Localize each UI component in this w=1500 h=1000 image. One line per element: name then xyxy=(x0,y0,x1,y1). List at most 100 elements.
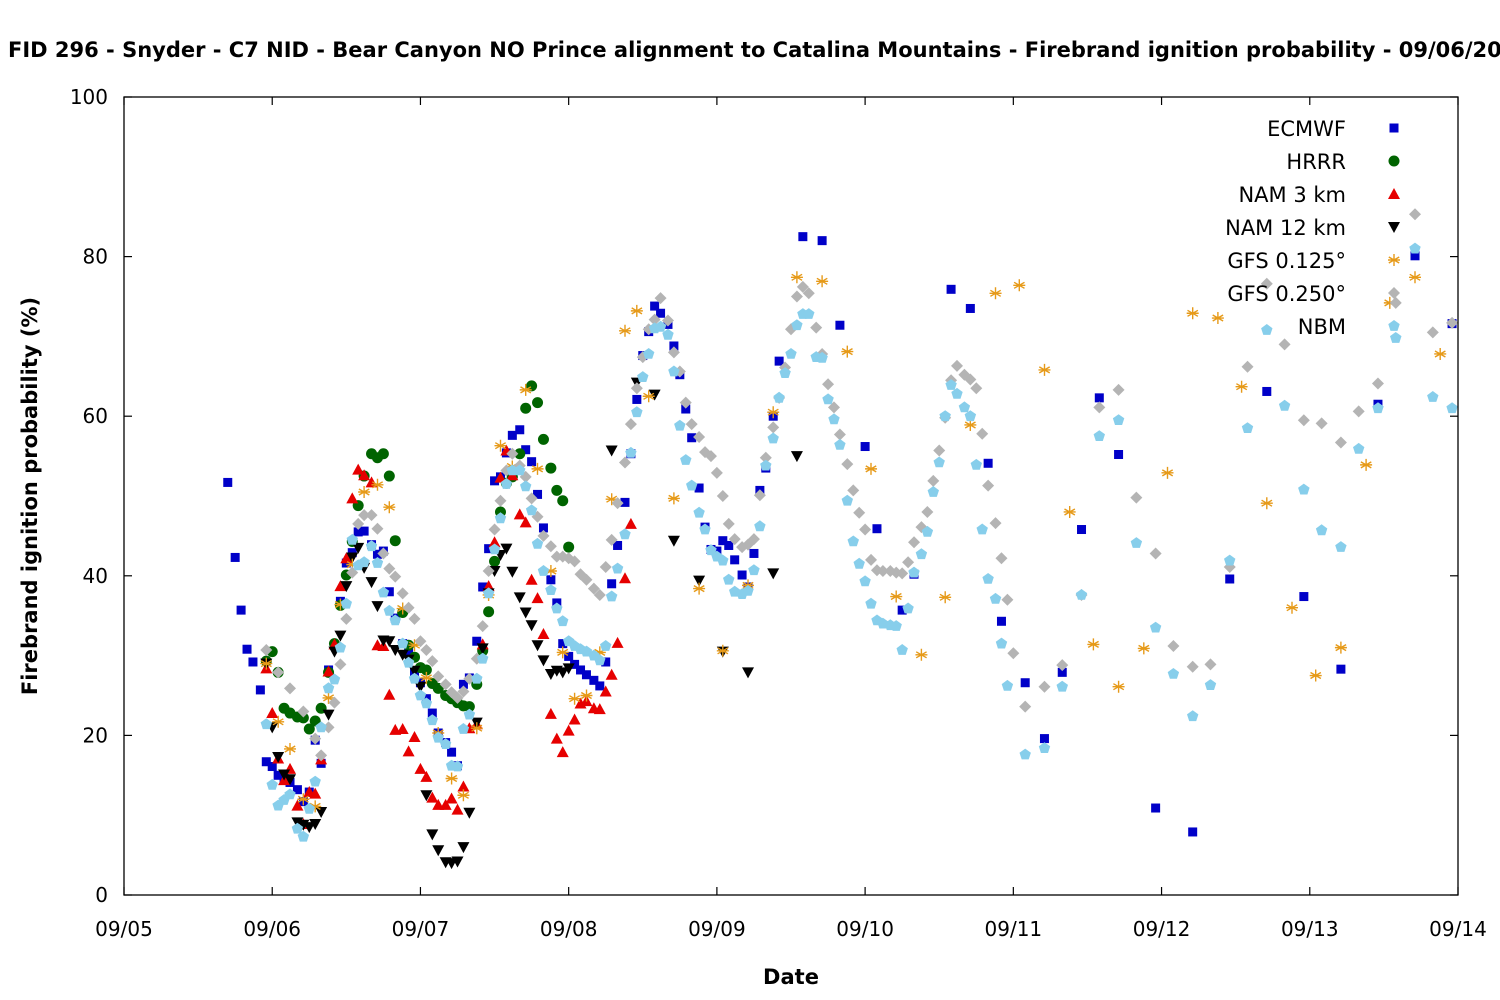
data-point xyxy=(796,280,809,293)
data-point xyxy=(402,656,415,668)
series-gfs-0-250- xyxy=(260,208,1458,762)
data-point xyxy=(284,682,297,695)
data-point xyxy=(1315,524,1328,536)
data-point xyxy=(551,602,563,614)
data-point xyxy=(556,667,569,679)
data-point xyxy=(292,785,302,795)
data-point xyxy=(284,788,296,800)
data-point xyxy=(1187,710,1199,722)
data-point xyxy=(408,672,421,684)
data-point xyxy=(760,459,772,471)
data-point xyxy=(408,639,421,652)
data-point xyxy=(611,562,624,574)
data-point xyxy=(1434,348,1447,360)
data-point xyxy=(334,630,347,642)
x-tick-label: 09/10 xyxy=(836,917,894,941)
data-point xyxy=(537,655,550,667)
data-point xyxy=(1427,391,1439,402)
data-point xyxy=(1261,324,1273,335)
y-tick-label: 100 xyxy=(70,85,108,109)
data-point xyxy=(525,573,538,585)
data-point xyxy=(545,584,557,595)
data-point xyxy=(315,721,327,733)
data-point xyxy=(618,456,631,469)
data-point xyxy=(525,620,538,632)
legend-marker xyxy=(1388,287,1400,299)
data-point xyxy=(500,478,513,489)
data-point xyxy=(1130,491,1143,504)
data-point xyxy=(371,557,384,568)
data-point xyxy=(581,670,591,680)
data-point xyxy=(599,685,612,697)
data-point xyxy=(1149,621,1162,633)
data-point xyxy=(1409,271,1422,284)
legend-label: GFS 0.250° xyxy=(1227,282,1346,306)
data-point xyxy=(747,533,760,546)
data-point xyxy=(402,601,415,614)
y-axis-label: Firebrand ignition probability (%) xyxy=(18,297,42,695)
data-point xyxy=(1204,679,1217,690)
data-point xyxy=(359,526,369,536)
data-point xyxy=(520,402,532,414)
data-point xyxy=(902,556,915,569)
data-point xyxy=(605,590,618,602)
data-point xyxy=(260,644,273,657)
data-point xyxy=(525,504,538,516)
data-point xyxy=(457,723,470,734)
data-point xyxy=(365,577,378,589)
data-point xyxy=(1390,332,1402,343)
data-point xyxy=(477,652,489,664)
data-point xyxy=(334,641,347,653)
data-point xyxy=(272,751,285,763)
data-point xyxy=(420,644,433,657)
data-point xyxy=(613,540,623,550)
data-point xyxy=(1278,399,1291,411)
data-point xyxy=(513,508,526,520)
data-point xyxy=(284,774,297,786)
x-tick-label: 09/08 xyxy=(540,917,598,941)
data-point xyxy=(513,592,526,604)
data-point xyxy=(408,612,421,625)
data-point xyxy=(248,657,258,667)
data-point xyxy=(1371,377,1384,390)
data-point xyxy=(667,492,680,505)
data-point xyxy=(749,548,759,558)
data-point xyxy=(681,404,691,414)
data-point xyxy=(1094,393,1104,403)
data-point xyxy=(322,721,335,734)
data-point xyxy=(463,701,475,713)
data-point xyxy=(1241,422,1254,433)
data-point xyxy=(272,715,285,728)
series-nam-12-km xyxy=(260,377,803,870)
data-point xyxy=(557,615,569,627)
data-point xyxy=(1204,658,1217,671)
data-point xyxy=(533,489,543,499)
data-point xyxy=(693,582,706,595)
data-point xyxy=(358,486,371,498)
data-point xyxy=(593,646,606,659)
data-point xyxy=(309,800,322,813)
data-point xyxy=(291,799,304,811)
data-point xyxy=(278,769,291,781)
data-point xyxy=(964,410,977,422)
data-point xyxy=(915,548,928,560)
data-point xyxy=(620,497,630,507)
data-point xyxy=(396,723,409,735)
data-point xyxy=(1224,554,1236,566)
data-point xyxy=(835,320,845,330)
data-point xyxy=(611,497,624,510)
data-point xyxy=(1001,593,1014,606)
data-point xyxy=(847,535,859,547)
data-point xyxy=(315,749,328,762)
data-point xyxy=(383,470,395,482)
data-point xyxy=(779,367,791,378)
data-point xyxy=(723,573,735,585)
data-point xyxy=(457,685,470,698)
data-point xyxy=(908,536,921,549)
data-point xyxy=(537,565,550,576)
data-point xyxy=(544,565,557,577)
data-point xyxy=(562,663,575,675)
data-point xyxy=(669,341,679,351)
data-point xyxy=(921,525,934,537)
data-point xyxy=(383,636,396,648)
